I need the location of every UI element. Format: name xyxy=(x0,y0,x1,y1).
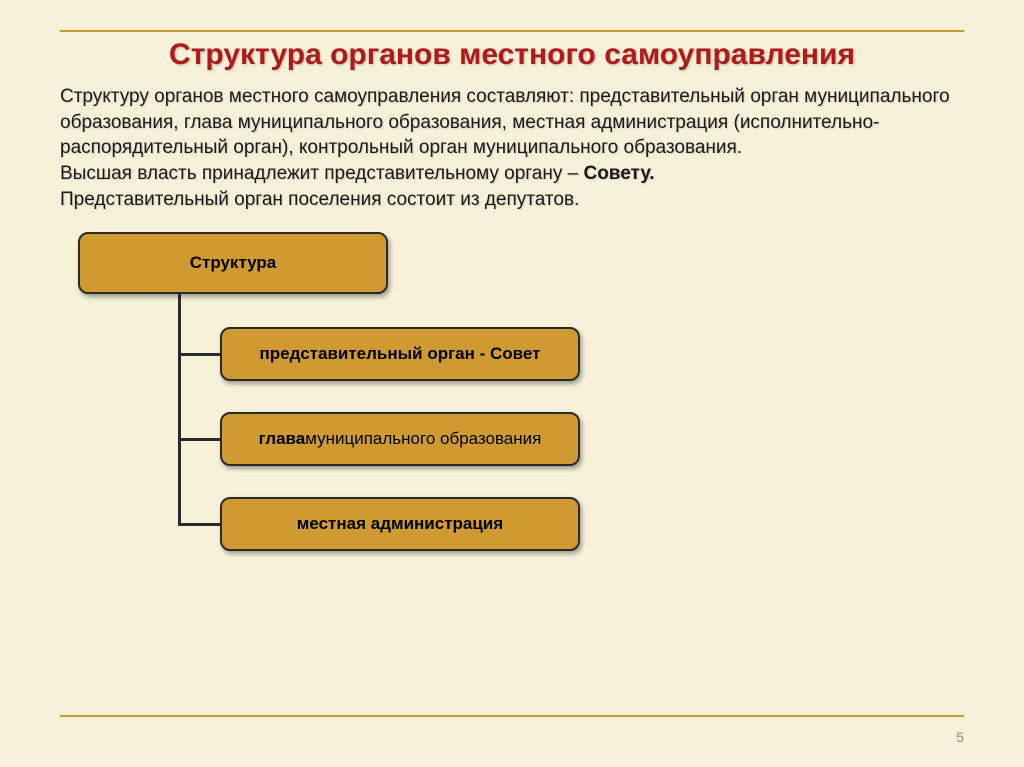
body-paragraph: Структуру органов местного самоуправлени… xyxy=(60,84,964,212)
chart-child-node: глава муниципального образования xyxy=(220,412,580,466)
node-label-segment: местная администрация xyxy=(297,514,503,534)
top-rule xyxy=(60,30,964,32)
connector-horizontal xyxy=(178,438,220,441)
paragraph-segment: Представительный орган поселения состоит… xyxy=(60,189,579,210)
page-number: 5 xyxy=(956,729,964,745)
connector-vertical xyxy=(178,294,181,524)
paragraph-segment: Структуру органов местного самоуправлени… xyxy=(60,86,950,158)
bottom-rule xyxy=(60,715,964,717)
node-label-segment: представительный орган - Совет xyxy=(260,344,541,364)
slide-title: Структура органов местного самоуправлени… xyxy=(60,38,964,72)
connector-horizontal xyxy=(178,523,220,526)
chart-child-node: местная администрация xyxy=(220,497,580,551)
chart-root-node: Структура xyxy=(78,232,388,294)
paragraph-segment: Совету. xyxy=(583,163,654,184)
node-label-segment: глава xyxy=(259,429,306,449)
chart-child-node: представительный орган - Совет xyxy=(220,327,580,381)
org-chart: Структура представительный орган - Совет г… xyxy=(60,232,964,592)
slide: Структура органов местного самоуправлени… xyxy=(0,0,1024,767)
node-label-segment: муниципального образования xyxy=(305,429,541,449)
connector-horizontal xyxy=(178,353,220,356)
paragraph-segment: Высшая власть принадлежит представительн… xyxy=(60,163,583,184)
